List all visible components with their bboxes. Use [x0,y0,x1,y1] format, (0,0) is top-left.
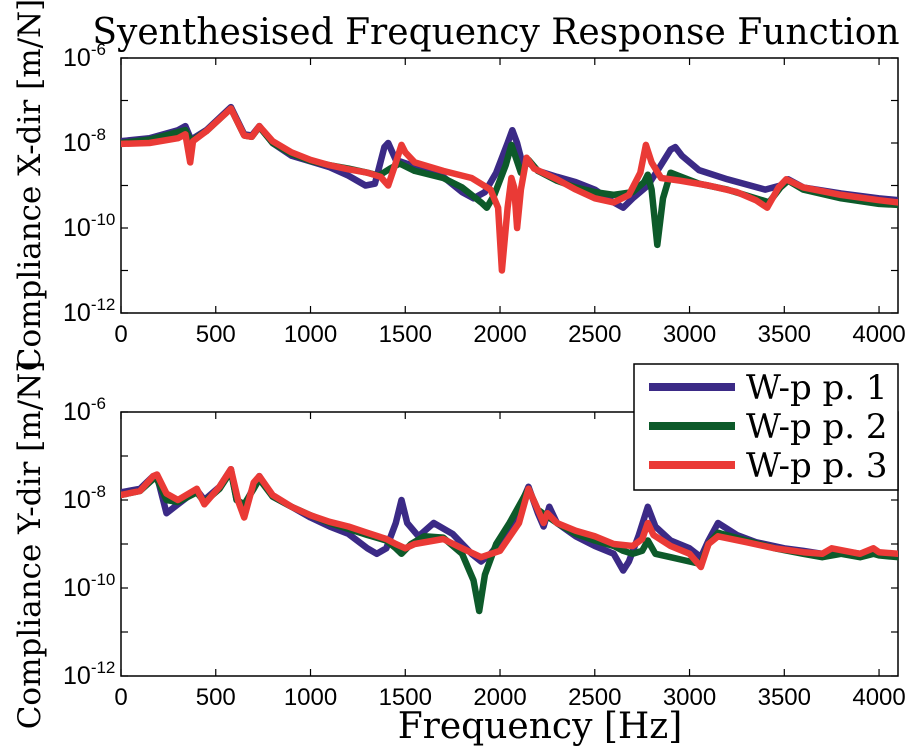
panel-y-dir: Compliance Y-dir [m/N] 0 500 1000 1500 2000 2… [12,361,906,730]
y-tick-base: 10 [63,299,91,327]
panel-x-dir: Compliance X-dir [m/N] 0 500 1000 1500 2000 2… [12,0,906,371]
x-axis-label: Frequency [Hz] [398,706,683,747]
x-tick-label: 3000 [663,684,716,711]
legend-label-3: W-p p. 3 [746,446,888,486]
x-tick-label: 1000 [284,321,337,348]
y-axis-label-y: Compliance Y-dir [m/N] [12,361,48,730]
y-tick-exponent: -8 [91,482,106,501]
y-tick-base: 10 [63,44,91,72]
y-tick-exponent: -10 [91,210,116,229]
legend-label-2: W-p p. 2 [746,407,888,447]
y-tick-exponent: -8 [91,125,106,144]
x-tick-label: 500 [196,321,236,348]
y-tick-label: 10-10 [63,570,115,602]
x-tick-label: 4000 [852,321,905,348]
y-tick-base: 10 [63,129,91,157]
y-tick-base: 10 [63,486,91,514]
y-tick-label: 10-6 [63,40,106,72]
x-tick-label: 1000 [284,684,337,711]
y-tick-exponent: -12 [91,658,116,677]
x-tick-label: 2500 [568,684,621,711]
y-axis-label-x: Compliance X-dir [m/N] [12,0,48,371]
y-tick-label: 10-12 [63,658,115,690]
y-tick-label: 10-8 [63,125,106,157]
x-tick-label: 3000 [663,321,716,348]
series-line-3 [121,465,898,571]
y-tick-exponent: -6 [91,394,106,413]
y-tick-exponent: -10 [91,570,116,589]
x-tick-label: 1500 [379,684,432,711]
y-tick-base: 10 [63,214,91,242]
x-tick-label: 3500 [758,321,811,348]
y-tick-label: 10-10 [63,210,115,242]
legend-label-1: W-p p. 1 [746,368,888,408]
y-tick-base: 10 [63,574,91,602]
series-line-3 [121,105,898,274]
x-tick-label: 0 [114,321,127,348]
y-tick-label: 10-8 [63,482,106,514]
x-tick-label: 2000 [473,321,526,348]
y-tick-base: 10 [63,662,91,690]
chart-title: Syenthesised Frequency Response Function [92,12,899,53]
x-tick-label: 0 [114,684,127,711]
x-tick-label: 4000 [852,684,905,711]
x-tick-label: 3500 [758,684,811,711]
x-tick-label: 2000 [473,684,526,711]
y-tick-label: 10-6 [63,394,106,426]
y-tick-base: 10 [63,398,91,426]
x-tick-label: 500 [196,684,236,711]
legend: W-p p. 1W-p p. 2W-p p. 3 [633,363,899,491]
y-tick-label: 10-12 [63,295,115,327]
x-tick-label: 1500 [379,321,432,348]
y-tick-exponent: -12 [91,295,116,314]
y-tick-exponent: -6 [91,40,106,59]
x-tick-label: 2500 [568,321,621,348]
